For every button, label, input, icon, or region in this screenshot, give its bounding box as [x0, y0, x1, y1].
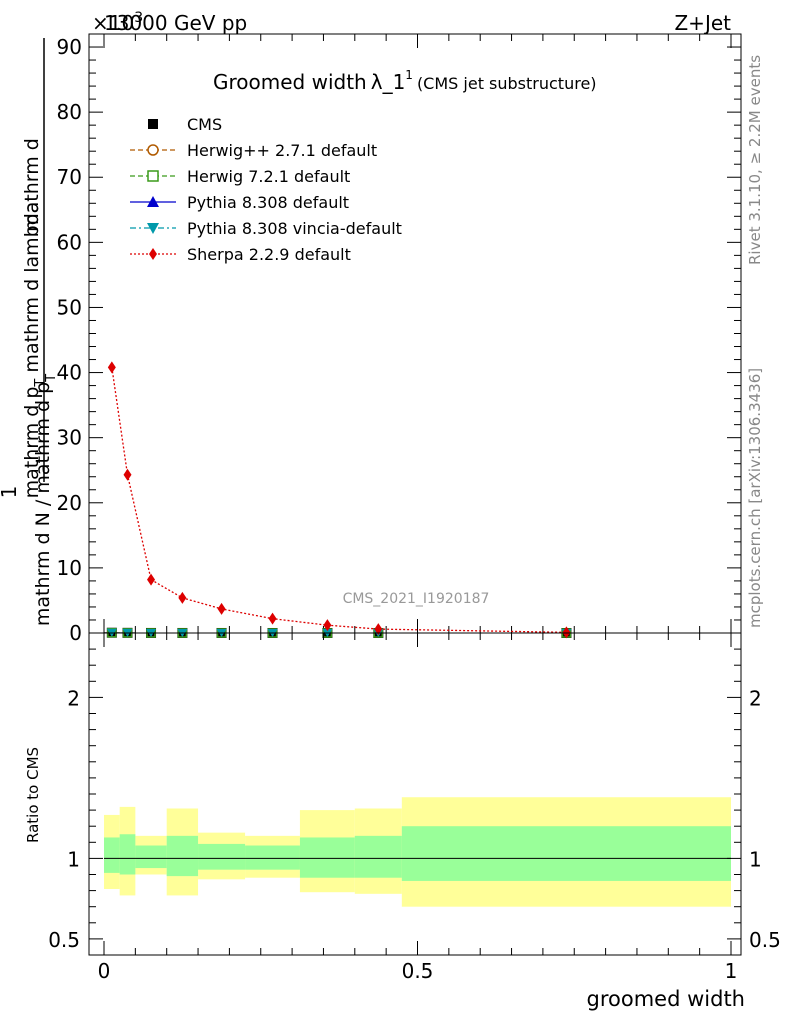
legend-label: Herwig++ 2.7.1 default	[187, 141, 377, 160]
main-ytick-label: 20	[57, 491, 82, 515]
legend-label: Herwig 7.2.1 default	[187, 167, 350, 186]
ratio-ytick-label-right: 0.5	[749, 928, 781, 952]
ylabel-bottom: mathrm d N / mathrm d pT	[32, 374, 59, 626]
ylabel-numerator-top: 1	[0, 486, 21, 499]
legend-entry: Herwig 7.2.1 default	[130, 167, 350, 186]
legend-entry: Pythia 8.308 default	[130, 193, 349, 212]
legend-marker	[147, 223, 159, 234]
mcplots-label: mcplots.cern.ch [arXiv:1306.3436]	[746, 368, 764, 628]
legend: CMS Herwig++ 2.7.1 default Herwig 7.2.1 de…	[130, 115, 402, 264]
legend-marker	[149, 248, 157, 260]
main-ytick-label: 10	[57, 556, 82, 580]
sherpa-point	[123, 468, 132, 481]
ratio-plot-panel: 0.5 0.5 1 1 2 2 0 0.5 1 Ratio to CMS groomed wid…	[24, 632, 781, 1011]
main-plot-panel: 0 10 20 30 40 50 60 70 80 90 Groomed width λ_11 (CM…	[0, 33, 742, 645]
ratio-axis-ticks: 0.5 0.5 1 1 2 2 0 0.5 1	[48, 633, 781, 983]
legend-label: Pythia 8.308 vincia-default	[187, 219, 402, 238]
legend-label: CMS	[187, 115, 222, 134]
legend-label: Sherpa 2.2.9 default	[187, 245, 351, 264]
sherpa-point	[178, 591, 187, 604]
legend-label: Pythia 8.308 default	[187, 193, 349, 212]
sherpa-point	[268, 612, 277, 625]
main-ytick-label: 50	[57, 295, 82, 319]
sherpa-line	[111, 367, 567, 633]
ratio-ytick-label: 2	[67, 686, 80, 710]
energy-label: 13000 GeV pp	[104, 11, 247, 35]
sherpa-point	[323, 619, 332, 632]
ratio-band-inner	[166, 835, 199, 877]
exponent-label: ×103	[92, 10, 143, 35]
legend-marker	[147, 144, 159, 156]
watermark: CMS_2021_I1920187	[343, 591, 490, 607]
ratio-band-inner	[354, 835, 402, 878]
legend-marker	[148, 119, 158, 129]
ratio-band-inner	[119, 834, 136, 875]
ratio-bands	[104, 797, 731, 907]
legend-entry: CMS	[148, 115, 222, 134]
main-ytick-label: 90	[57, 35, 82, 59]
xtick-label: 0.5	[402, 959, 434, 983]
legend-entry: Sherpa 2.2.9 default	[130, 245, 351, 264]
xtick-label: 0	[98, 959, 111, 983]
ratio-band-inner	[198, 843, 246, 870]
main-ytick-label: 80	[57, 100, 82, 124]
main-ylabel: 1 mathrm d mathrm d pT mathrm d lambda m…	[0, 38, 59, 626]
ratio-ytick-label: 1	[67, 847, 80, 871]
main-ytick-label: 40	[57, 361, 82, 385]
process-label: Z+Jet	[674, 11, 731, 35]
ratio-ytick-label: 0.5	[48, 928, 80, 952]
ratio-ylabel: Ratio to CMS	[24, 747, 42, 843]
main-ytick-label: 70	[57, 165, 82, 189]
main-axis-ticks: 0 10 20 30 40 50 60 70 80 90	[57, 33, 741, 645]
xtick-label: 1	[725, 959, 738, 983]
xlabel: groomed width	[587, 987, 745, 1011]
legend-entry: Herwig++ 2.7.1 default	[130, 141, 377, 160]
legend-marker	[147, 196, 159, 207]
ratio-ytick-label-right: 1	[749, 847, 762, 871]
main-ytick-label: 60	[57, 230, 82, 254]
sherpa-point	[562, 626, 571, 639]
sherpa-point	[107, 361, 116, 374]
main-ytick-label: 30	[57, 426, 82, 450]
ratio-frame	[88, 632, 742, 956]
sherpa-point	[147, 573, 156, 586]
legend-entry: Pythia 8.308 vincia-default	[130, 219, 402, 238]
ratio-band-inner	[299, 837, 355, 878]
legend-marker	[147, 170, 159, 182]
sherpa-point	[217, 602, 226, 615]
ratio-band-inner	[104, 837, 120, 873]
ratio-band-inner	[245, 845, 300, 870]
ratio-ytick-label-right: 2	[749, 686, 762, 710]
sherpa-point	[374, 623, 383, 636]
ratio-band-inner	[401, 826, 731, 881]
ylabel-frac-top: mathrm d	[21, 138, 43, 232]
rivet-label: Rivet 3.1.10, ≥ 2.2M events	[746, 55, 764, 265]
main-ytick-label: 0	[69, 621, 82, 645]
plot-title: Groomed width λ_11 (CMS jet substructure)	[213, 68, 597, 94]
ratio-band-inner	[135, 845, 167, 869]
